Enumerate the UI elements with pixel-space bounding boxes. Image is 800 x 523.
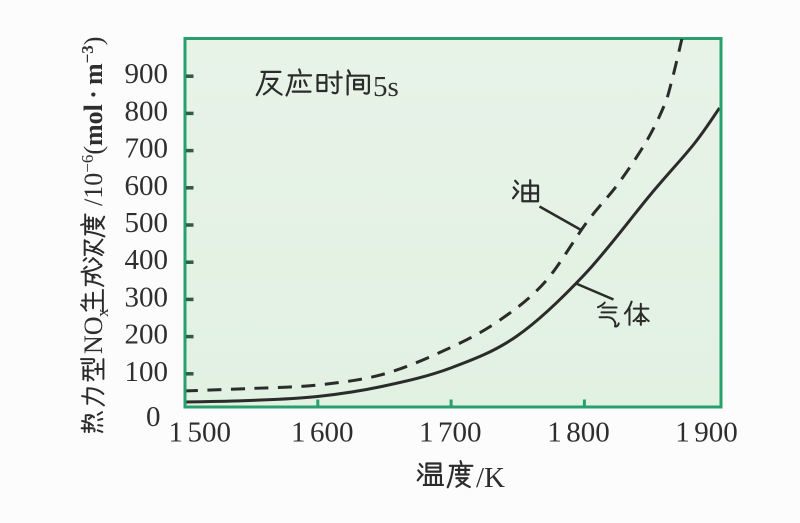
svg-text:100: 100 xyxy=(125,356,169,388)
svg-text:1: 1 xyxy=(291,417,306,449)
svg-text:/K: /K xyxy=(476,462,505,494)
svg-text:1: 1 xyxy=(169,417,184,449)
svg-text:600: 600 xyxy=(125,170,169,202)
svg-text:800: 800 xyxy=(566,417,610,449)
svg-text:/10−6(mol · m−3): /10−6(mol · m−3) xyxy=(78,37,108,206)
svg-text:1: 1 xyxy=(547,417,562,449)
svg-text:700: 700 xyxy=(125,133,169,165)
svg-text:500: 500 xyxy=(188,417,232,449)
svg-text:300: 300 xyxy=(125,281,169,313)
svg-text:600: 600 xyxy=(310,417,354,449)
svg-text:5s: 5s xyxy=(373,71,399,103)
svg-text:200: 200 xyxy=(125,319,169,351)
svg-text:1: 1 xyxy=(419,417,434,449)
svg-text:700: 700 xyxy=(438,417,482,449)
svg-text:400: 400 xyxy=(125,244,169,276)
svg-text:1: 1 xyxy=(675,417,690,449)
svg-text:0: 0 xyxy=(146,401,161,433)
svg-text:NO: NO xyxy=(79,316,108,354)
svg-text:800: 800 xyxy=(125,95,169,127)
svg-text:900: 900 xyxy=(694,417,738,449)
svg-text:500: 500 xyxy=(125,207,169,239)
svg-text:900: 900 xyxy=(125,58,169,90)
